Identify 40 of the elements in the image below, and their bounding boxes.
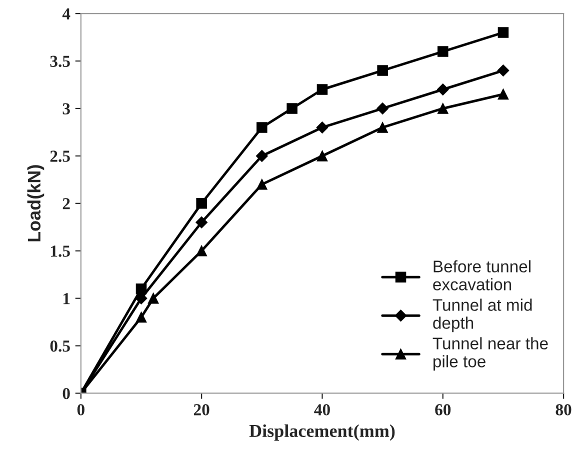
y-tick-label: 2 [62, 198, 70, 210]
y-tick-label: 3 [62, 103, 70, 114]
point [436, 84, 449, 96]
legend-label: Tunnel at mid depth [432, 298, 532, 332]
point [497, 64, 510, 76]
point [498, 88, 509, 100]
legend-label: Tunnel near the pile toe [432, 337, 548, 371]
x-tick-label: 0 [77, 404, 84, 416]
point [196, 245, 207, 256]
point [376, 102, 388, 114]
point [256, 179, 268, 190]
x-tick-label: 60 [435, 404, 451, 416]
point [136, 312, 147, 323]
x-tick-label: 20 [194, 404, 210, 416]
y-tick-label: 1.5 [51, 246, 70, 257]
point [377, 122, 388, 133]
point [438, 103, 448, 114]
y-tick-label: 3.5 [50, 56, 70, 68]
y-tick-label: 0 [62, 388, 70, 400]
point [256, 122, 268, 133]
x-tick-label: 40 [314, 404, 330, 416]
y-axis-title: Load(kN) [27, 165, 44, 242]
point [438, 46, 448, 57]
point [148, 292, 159, 304]
x-axis-title: Displacement(mm) [249, 424, 395, 441]
y-tick-label: 1 [64, 293, 70, 304]
point [377, 65, 388, 76]
point [196, 216, 208, 228]
y-tick-label: 2.5 [50, 150, 70, 162]
point [316, 122, 328, 134]
legend-label: Before tunnel excavation [433, 260, 530, 290]
point [498, 27, 509, 38]
point [316, 84, 328, 95]
y-tick-label: 0.5 [50, 340, 70, 352]
point [196, 198, 207, 209]
point [316, 150, 328, 162]
y-tick-label: 4 [62, 8, 70, 20]
point [256, 150, 268, 162]
point [286, 103, 298, 114]
x-tick-label: 80 [556, 404, 572, 416]
